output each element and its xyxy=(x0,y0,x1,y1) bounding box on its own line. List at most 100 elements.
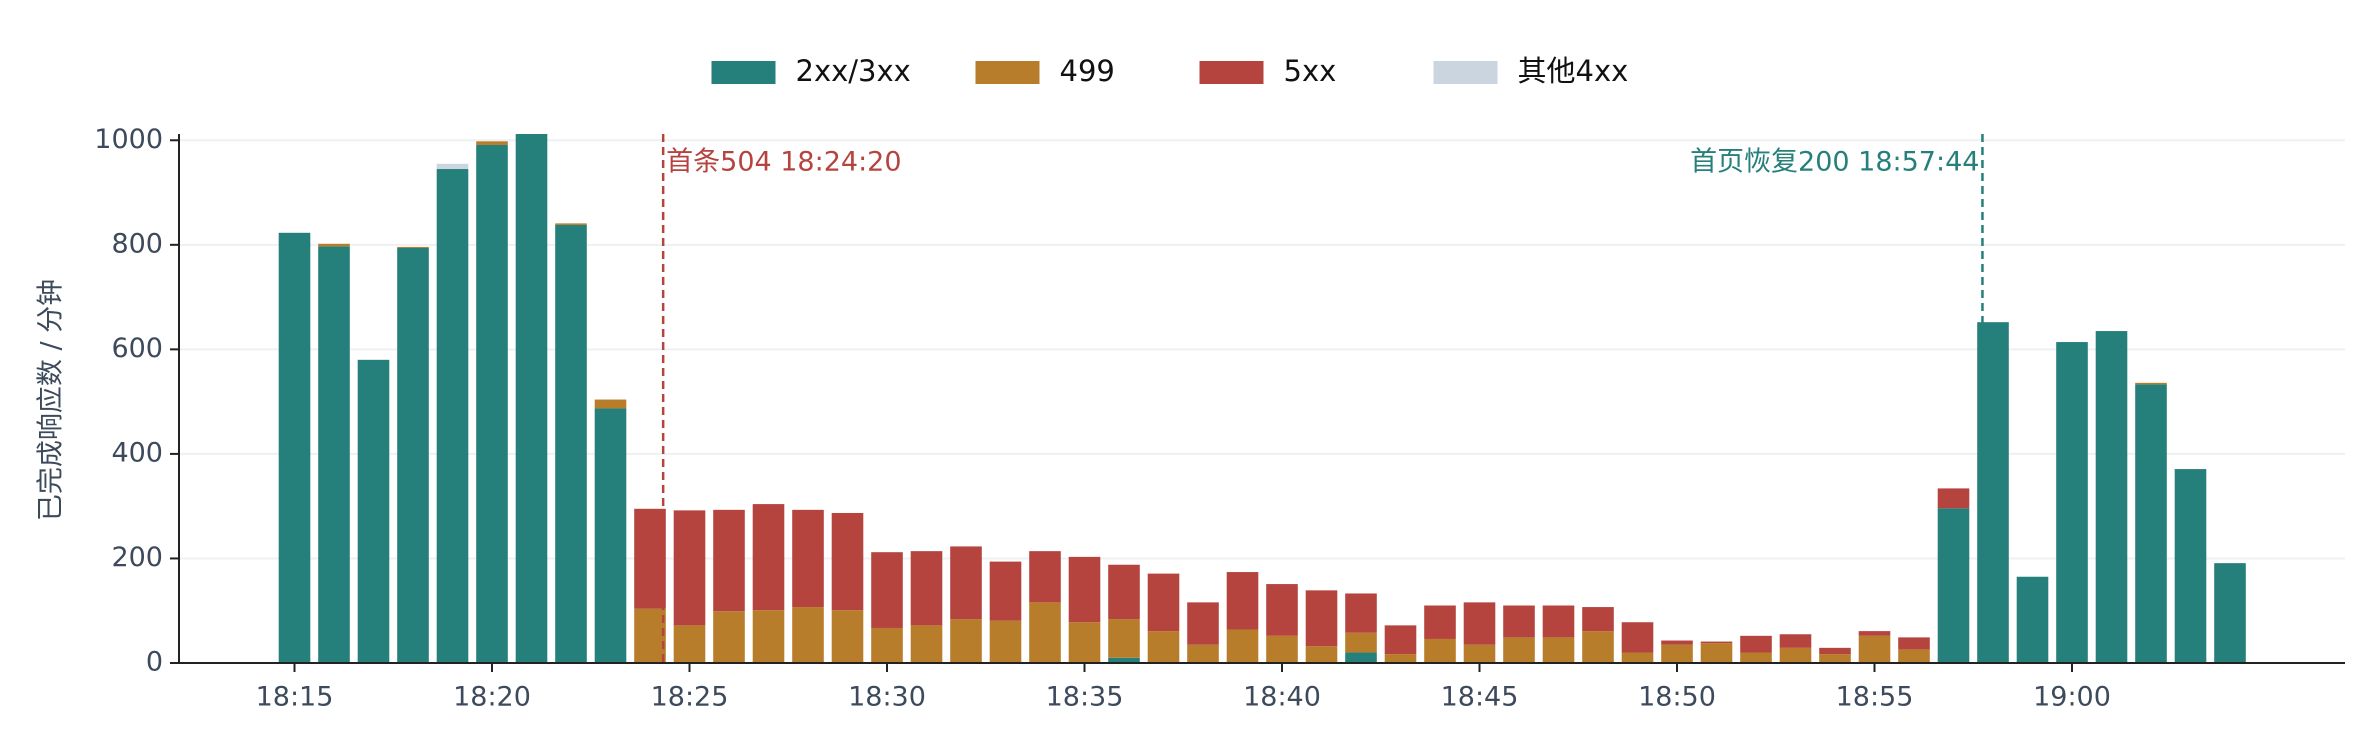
bar-segment xyxy=(1621,622,1654,653)
legend-label: 2xx/3xx xyxy=(796,54,911,88)
y-tick-label: 800 xyxy=(111,228,163,259)
x-tick-label: 18:25 xyxy=(651,682,729,713)
y-axis-label: 已完成响应数 / 分钟 xyxy=(36,279,67,521)
bar-segment xyxy=(1503,605,1535,638)
bar-segment xyxy=(752,504,785,611)
bar-segment xyxy=(476,144,508,663)
bar-segment xyxy=(1226,629,1259,663)
legend-swatch xyxy=(1433,61,1498,84)
bar-segment xyxy=(1661,644,1693,663)
bar-segment xyxy=(1858,635,1891,663)
annotation-text: 首页恢复200 18:57:44 xyxy=(1690,147,1979,178)
bar-segment xyxy=(2135,382,2167,385)
bar-segment xyxy=(397,247,429,664)
bar-segment xyxy=(2135,384,2167,663)
bar-segment xyxy=(1305,646,1338,663)
bar-segment xyxy=(989,620,1022,663)
x-tick-label: 18:50 xyxy=(1638,682,1716,713)
bar-segment xyxy=(1305,590,1338,647)
y-tick-label: 400 xyxy=(111,437,163,468)
bar-segment xyxy=(1424,605,1456,639)
bar-segment xyxy=(1266,635,1298,663)
bar-segment xyxy=(318,246,350,664)
bar-segment xyxy=(1542,637,1575,663)
bar-segment xyxy=(1898,649,1930,663)
y-tick-label: 200 xyxy=(111,542,163,573)
bar-segment xyxy=(1345,593,1377,633)
bar-segment xyxy=(1108,657,1140,663)
bar-segment xyxy=(1147,631,1180,663)
bar-segment xyxy=(910,551,943,626)
bar-segment xyxy=(989,561,1022,621)
bar-segment xyxy=(1779,647,1812,663)
bar-segment xyxy=(673,625,706,663)
bar-segment xyxy=(1226,572,1259,630)
bar-segment xyxy=(1029,551,1061,603)
bar-segment xyxy=(792,607,824,663)
bar-segment xyxy=(1779,634,1812,648)
bar-segment xyxy=(1937,488,1970,509)
x-tick-label: 18:55 xyxy=(1836,682,1914,713)
bar-segment xyxy=(594,399,627,409)
legend-label: 499 xyxy=(1060,54,1115,88)
bar-segment xyxy=(1858,631,1891,636)
bar-segment xyxy=(673,510,706,626)
x-tick-label: 18:45 xyxy=(1441,682,1519,713)
bar-segment xyxy=(713,509,745,612)
bar-segment xyxy=(2214,563,2246,663)
bar-segment xyxy=(634,508,666,609)
bar-segment xyxy=(1700,643,1733,663)
x-tick-label: 18:20 xyxy=(453,682,531,713)
bar-segment xyxy=(752,610,785,663)
bar-segment xyxy=(1068,622,1101,663)
bar-segment xyxy=(594,408,627,663)
bar-segment xyxy=(357,359,390,663)
bar-segment xyxy=(1187,602,1219,645)
bar-segment xyxy=(950,546,982,620)
bar-segment xyxy=(1345,652,1377,663)
bar-segment xyxy=(1819,654,1851,663)
bar-segment xyxy=(397,246,429,248)
bar-segment xyxy=(871,627,903,663)
bar-segment xyxy=(515,134,548,663)
bar-segment xyxy=(476,141,508,145)
legend-label: 其他4xx xyxy=(1518,54,1629,88)
legend-label: 5xx xyxy=(1284,54,1337,88)
bar-segment xyxy=(1384,654,1417,663)
bar-segment xyxy=(871,552,903,628)
bar-segment xyxy=(1542,605,1575,638)
bar-segment xyxy=(831,610,864,663)
x-tick-label: 18:30 xyxy=(848,682,926,713)
bar-segment xyxy=(1582,631,1614,663)
bar-segment xyxy=(278,232,311,663)
bar-segment xyxy=(1819,647,1851,655)
bar-segment xyxy=(436,169,469,664)
x-tick-label: 19:00 xyxy=(2033,682,2111,713)
bar-segment xyxy=(831,512,864,611)
bar-segment xyxy=(2174,469,2207,663)
bar-segment xyxy=(1068,556,1101,623)
y-tick-label: 0 xyxy=(146,647,163,678)
bar-segment xyxy=(2056,342,2088,663)
bar-segment xyxy=(1463,602,1496,645)
bar-segment xyxy=(555,224,587,664)
bar-segment xyxy=(1147,573,1180,632)
bar-segment xyxy=(1937,508,1970,663)
bar-segment xyxy=(1029,602,1061,663)
bar-segment xyxy=(1898,637,1930,650)
bar-segment xyxy=(1661,640,1693,645)
bar-segment xyxy=(1345,632,1377,653)
bar-segment xyxy=(950,619,982,663)
bar-segment xyxy=(1740,635,1772,653)
bar-segment xyxy=(634,608,666,663)
bar-segment xyxy=(1740,652,1772,663)
x-tick-label: 18:35 xyxy=(1046,682,1124,713)
x-tick-label: 18:40 xyxy=(1243,682,1321,713)
y-tick-label: 600 xyxy=(111,333,163,364)
bar-segment xyxy=(1463,644,1496,663)
bar-segment xyxy=(1384,625,1417,655)
bar-segment xyxy=(1582,607,1614,632)
bar-segment xyxy=(792,509,824,608)
bar-segment xyxy=(1700,641,1733,644)
